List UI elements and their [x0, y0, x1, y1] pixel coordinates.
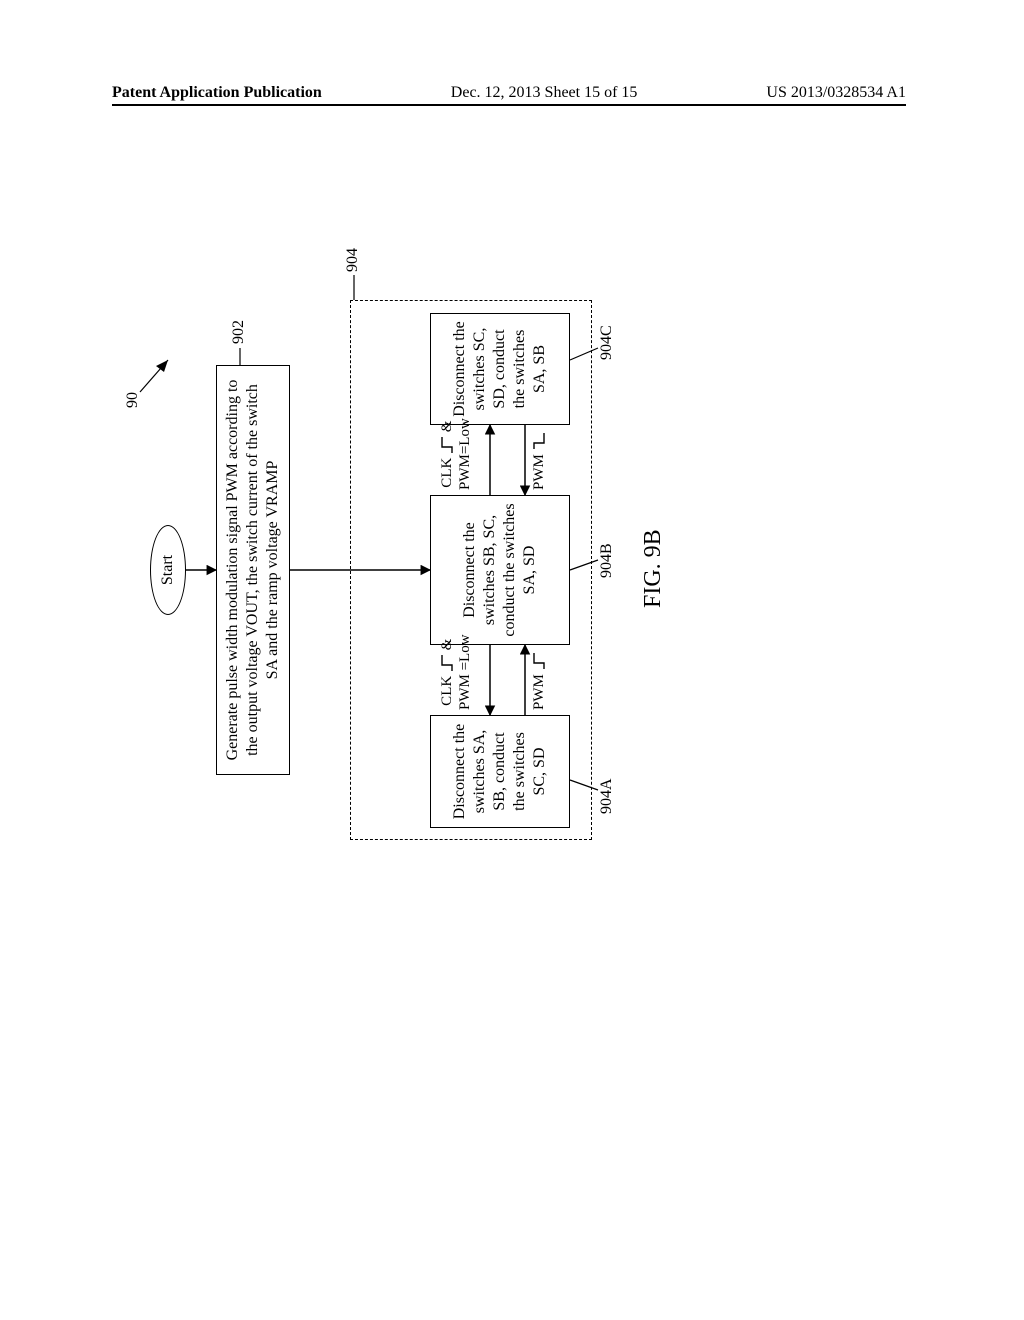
edge-label-cb-bot: PWM: [530, 432, 548, 490]
box-904b-text: Disconnect the switches SB, SC, conduct …: [460, 502, 540, 638]
ref-904a: 904A: [598, 778, 616, 814]
figure-caption: FIG. 9B: [640, 529, 667, 608]
edge-label-bc-top: CLK & PWM=Low: [438, 418, 474, 490]
edge-pwmlow-2: PWM=Low: [457, 418, 473, 490]
edge-pwm-text: PWM: [531, 674, 547, 710]
edge-pwm-text-2: PWM: [531, 454, 547, 490]
box-902: Generate pulse width modulation signal P…: [216, 365, 290, 775]
header-left: Patent Application Publication: [112, 84, 322, 102]
start-text: Start: [159, 555, 177, 585]
edge-amp-2: &: [439, 421, 455, 433]
ref-902: 902: [230, 320, 248, 344]
ref-90: 90: [124, 392, 142, 408]
edge-clk-text-2: CLK: [439, 458, 455, 488]
rising-edge-icon: [441, 436, 453, 454]
edge-clk-text: CLK: [439, 676, 455, 706]
page-header: Patent Application Publication Dec. 12, …: [112, 84, 906, 106]
box-904a-text: Disconnect the switches SA, SB, conduct …: [450, 722, 550, 821]
edge-amp: &: [439, 639, 455, 651]
box-904a: Disconnect the switches SA, SB, conduct …: [430, 715, 570, 828]
rising-edge-icon: [533, 652, 545, 670]
header-right: US 2013/0328534 A1: [766, 84, 906, 102]
figure-rotated-wrapper: 90 Start Generate pulse width modulation…: [130, 240, 690, 860]
ref-904b: 904B: [598, 543, 616, 578]
figure-stage: 90 Start Generate pulse width modulation…: [130, 240, 690, 860]
start-oval: Start: [150, 525, 186, 615]
rising-edge-icon: [441, 654, 453, 672]
ref-904c: 904C: [598, 325, 616, 360]
box-904c-text: Disconnect the switches SC, SD, conduct …: [450, 320, 550, 418]
box-904c: Disconnect the switches SC, SD, conduct …: [430, 313, 570, 425]
falling-edge-icon: [533, 432, 545, 450]
edge-pwmlow: PWM =Low: [457, 634, 473, 710]
box-904b: Disconnect the switches SB, SC, conduct …: [430, 495, 570, 645]
header-center: Dec. 12, 2013 Sheet 15 of 15: [451, 84, 638, 102]
edge-label-ba-top: CLK & PWM =Low: [438, 634, 474, 710]
edge-label-ab-bot: PWM: [530, 652, 548, 710]
figure-content: 90 Start Generate pulse width modulation…: [130, 240, 690, 860]
box-902-text: Generate pulse width modulation signal P…: [223, 372, 283, 768]
ref-904: 904: [344, 248, 362, 272]
